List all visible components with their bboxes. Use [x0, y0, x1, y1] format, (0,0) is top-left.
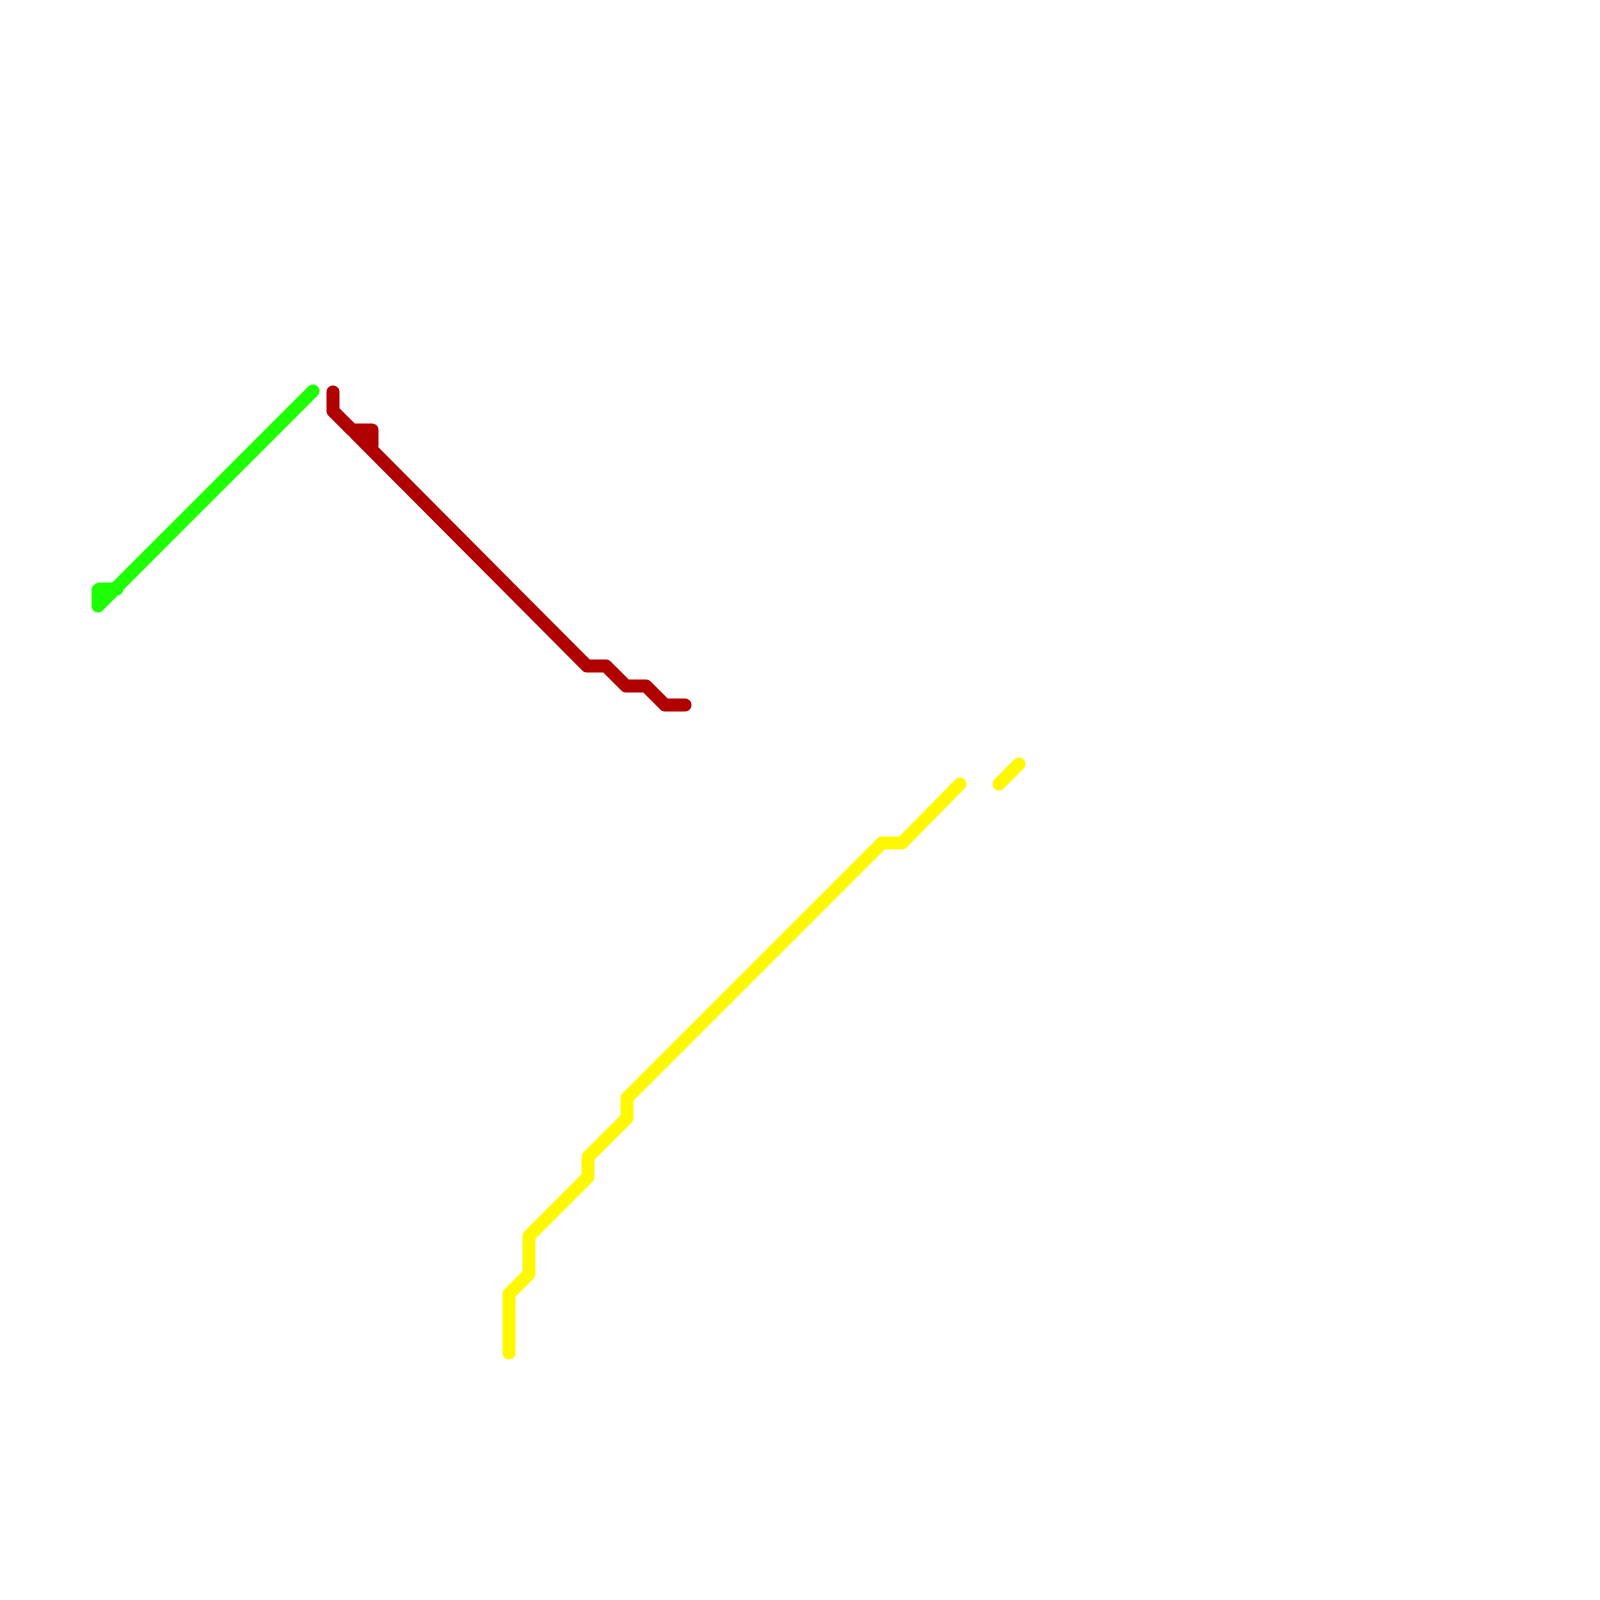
green-line-terminus	[91, 583, 117, 609]
yellow-line-segment	[992, 757, 1026, 791]
red-line	[348, 426, 692, 712]
yellow-line	[502, 777, 967, 1360]
